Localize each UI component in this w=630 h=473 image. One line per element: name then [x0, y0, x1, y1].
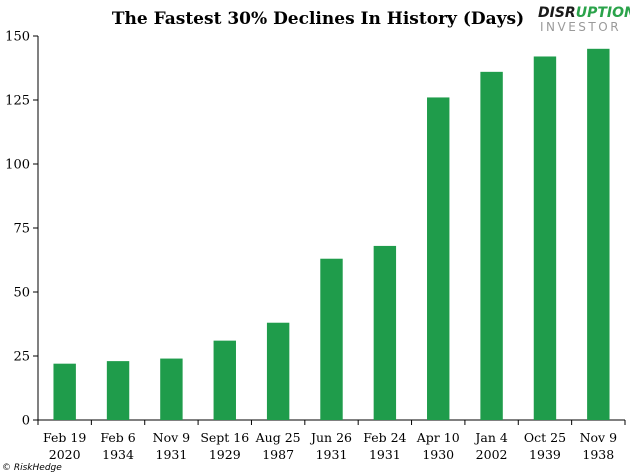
y-tick-label: 25	[13, 350, 30, 365]
x-category-label: 1934	[102, 447, 134, 462]
x-axis-ticks: Feb 19 2020 Feb 6 1934 Nov 9 1931 Sept 16 1929 A…	[37, 420, 626, 462]
bar	[53, 363, 76, 420]
y-tick-label: 50	[13, 286, 30, 301]
y-tick-label: 75	[13, 222, 30, 237]
bar	[480, 71, 503, 420]
bar	[213, 340, 236, 420]
x-category-label: Feb 6	[100, 430, 135, 445]
bar	[427, 97, 450, 420]
bar	[266, 322, 290, 420]
bars	[53, 48, 610, 421]
x-category-label: 1931	[156, 447, 188, 462]
bar	[320, 258, 343, 420]
x-category-label: 1929	[209, 447, 241, 462]
chart-title: The Fastest 30% Declines In History (Day…	[112, 9, 524, 29]
x-category-label: 1931	[316, 447, 348, 462]
x-category-label: 1938	[582, 447, 614, 462]
x-category-label: Aug 25	[255, 430, 301, 445]
y-axis-ticks: 0 25 50 75 100 125 150	[5, 30, 38, 429]
y-tick-label: 125	[5, 94, 30, 109]
brand-logo: DISRUPTION INVESTOR	[538, 5, 630, 34]
x-category-label: 1939	[529, 447, 561, 462]
bar	[373, 245, 397, 420]
x-category-label: Sept 16	[200, 430, 249, 445]
x-category-label: Oct 25	[524, 430, 566, 445]
x-category-label: 1987	[262, 447, 294, 462]
y-tick-label: 0	[22, 414, 30, 429]
x-category-label: Nov 9	[580, 430, 617, 445]
bar	[106, 361, 130, 420]
x-category-label: 1931	[369, 447, 401, 462]
bar	[160, 358, 183, 420]
y-tick-label: 100	[5, 158, 30, 173]
x-category-label: 2020	[49, 447, 81, 462]
credit-text: © RiskHedge	[2, 463, 62, 473]
x-category-label: Feb 19	[43, 430, 86, 445]
bar	[533, 56, 557, 420]
logo-subtitle: INVESTOR	[540, 20, 621, 34]
x-category-label: Feb 24	[363, 430, 406, 445]
x-category-label: 1930	[422, 447, 454, 462]
x-category-label: Jun 26	[309, 430, 352, 445]
x-category-label: Nov 9	[153, 430, 190, 445]
logo-wordmark: DISRUPTION	[538, 5, 630, 21]
bar	[587, 48, 610, 421]
x-category-label: 2002	[476, 447, 508, 462]
x-category-label: Jan 4	[473, 430, 507, 445]
x-category-label: Apr 10	[416, 430, 460, 445]
y-tick-label: 150	[5, 30, 30, 45]
